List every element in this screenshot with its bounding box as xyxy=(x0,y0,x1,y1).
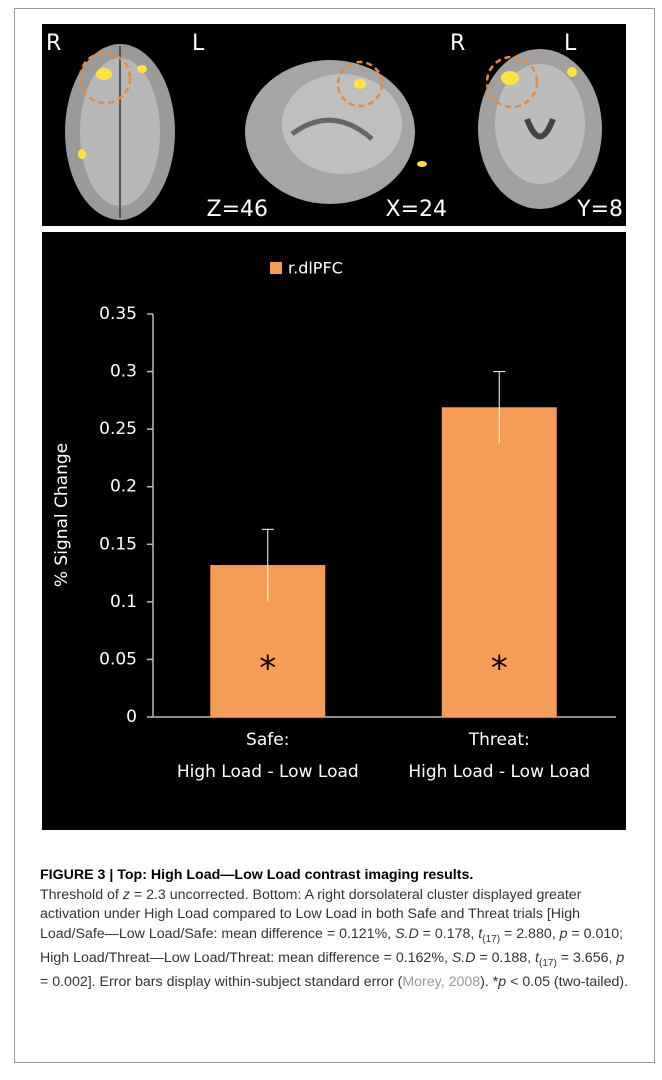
caption-text: S.D xyxy=(395,926,419,942)
caption-text: S.D xyxy=(452,950,476,966)
x-tick-label: Threat: xyxy=(468,730,530,750)
y-tick-label: 0.3 xyxy=(110,362,137,382)
caption-text: = 3.656, xyxy=(557,950,617,966)
caption: FIGURE 3 | Top: High Load—Low Load contr… xyxy=(40,866,630,993)
y-tick-label: 0.05 xyxy=(99,649,137,669)
significance-marker: * xyxy=(491,649,508,689)
y-axis-label: % Signal Change xyxy=(52,443,72,587)
caption-title: FIGURE 3 | Top: High Load—Low Load contr… xyxy=(40,866,630,886)
orientation-label: L xyxy=(192,31,205,56)
caption-text: ). * xyxy=(480,974,498,990)
citation-link[interactable]: Morey, 2008 xyxy=(402,974,480,990)
y-tick-label: 0.2 xyxy=(110,477,137,497)
y-tick-label: 0.35 xyxy=(99,304,137,324)
caption-text: p xyxy=(560,926,568,942)
x-tick-label: Safe: xyxy=(246,730,289,750)
legend-label: r.dlPFC xyxy=(288,259,343,278)
slice-label: Y=8 xyxy=(576,197,623,222)
legend-swatch xyxy=(270,262,282,274)
slice-label: Z=46 xyxy=(207,197,269,222)
caption-text: Threshold of xyxy=(40,887,123,903)
caption-text: < 0.05 (two-tailed). xyxy=(506,974,628,990)
y-tick-label: 0.1 xyxy=(110,592,137,612)
caption-text: (17) xyxy=(482,933,500,944)
caption-text: p xyxy=(616,950,624,966)
caption-text: = 0.188, xyxy=(475,950,535,966)
significance-marker: * xyxy=(259,649,276,689)
brain-panel: R L R L Z=46 X=24 Y=8 xyxy=(42,24,626,226)
caption-text: = 2.880, xyxy=(500,926,560,942)
orientation-label: L xyxy=(564,31,577,56)
slice-label: X=24 xyxy=(386,197,448,222)
caption-text: = 0.178, xyxy=(419,926,479,942)
y-tick-label: 0.15 xyxy=(99,534,137,554)
y-tick-label: 0 xyxy=(126,707,137,727)
page: R L R L Z=46 X=24 Y=8 % Signal Change 0 0… xyxy=(0,0,662,1080)
x-tick-label: High Load - Low Load xyxy=(408,762,590,782)
caption-text: (17) xyxy=(539,958,557,969)
orientation-label: R xyxy=(46,31,61,56)
caption-text: p xyxy=(498,974,506,990)
y-tick-label: 0.25 xyxy=(99,419,137,439)
x-tick-label: High Load - Low Load xyxy=(177,762,359,782)
chart: % Signal Change 0 0.05 0.1 0.15 0.2 0.25 0.3 0.… xyxy=(42,232,626,830)
caption-text: z xyxy=(123,887,130,903)
orientation-label: R xyxy=(450,31,465,56)
caption-text: = 0.002]. Error bars display within-subj… xyxy=(40,974,402,990)
